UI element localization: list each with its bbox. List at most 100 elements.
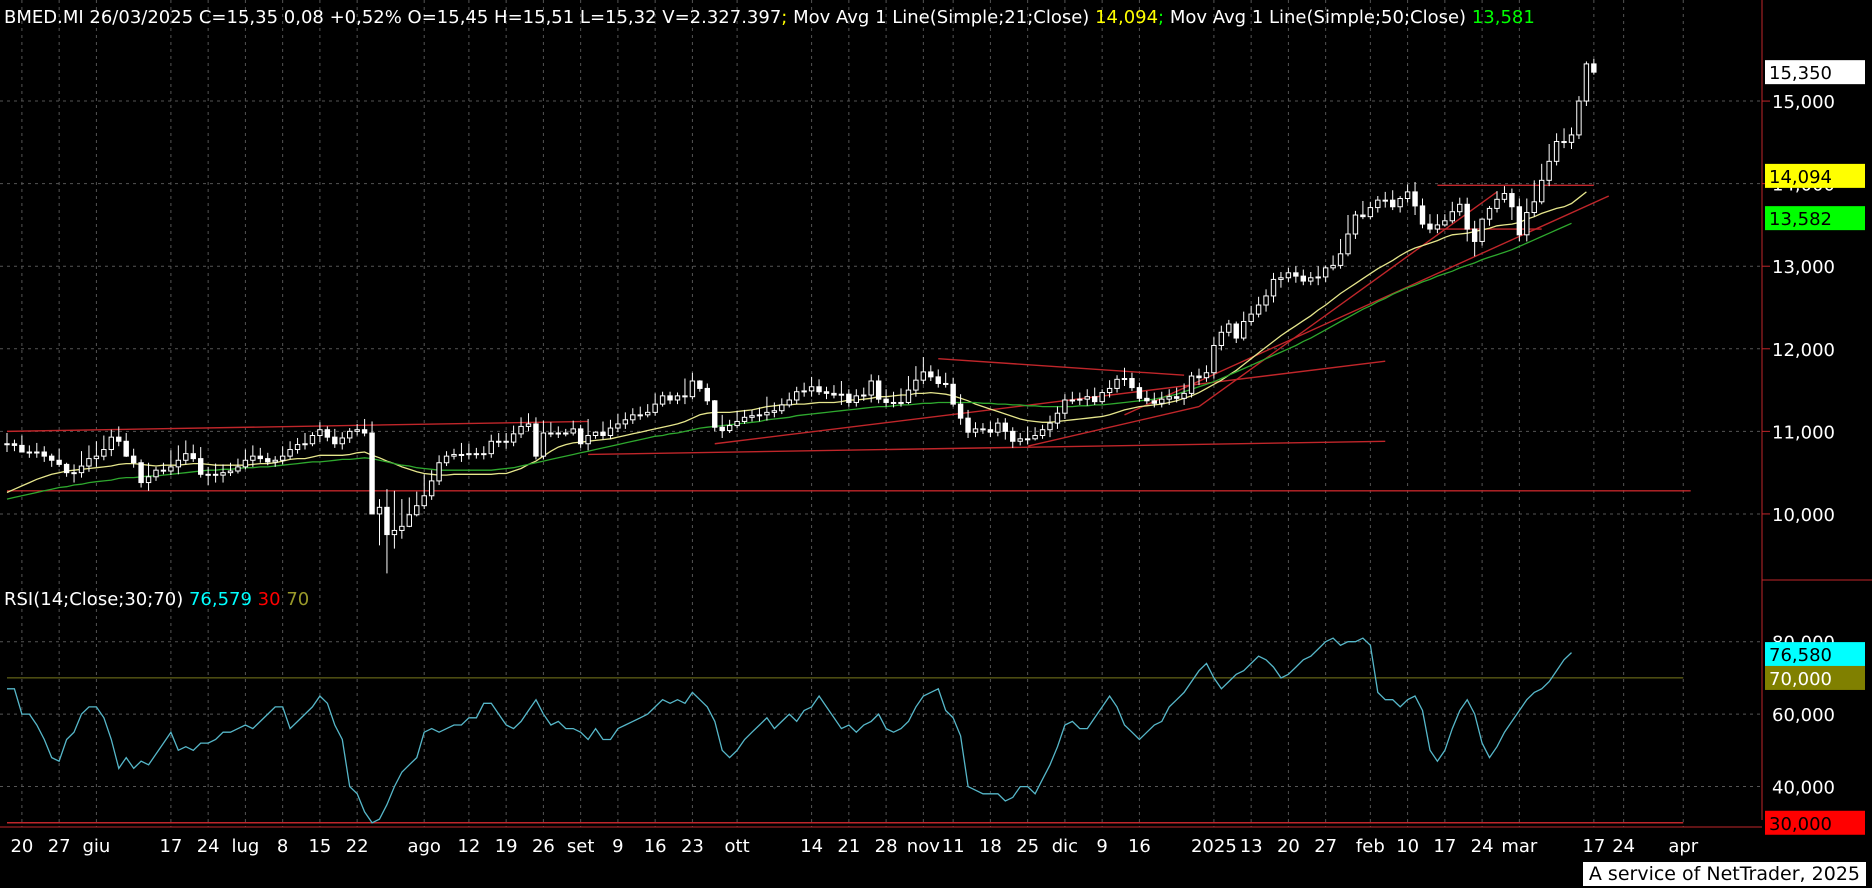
candle-body bbox=[1002, 422, 1008, 432]
candle-body bbox=[801, 390, 807, 393]
candle-body bbox=[905, 389, 912, 403]
candle-body bbox=[503, 440, 509, 443]
candle-body bbox=[1129, 378, 1135, 389]
candle-body bbox=[1419, 205, 1426, 225]
time-tick-label: 16 bbox=[1128, 836, 1151, 857]
candle-body bbox=[875, 380, 882, 400]
candle-body bbox=[935, 376, 941, 384]
candle-body bbox=[1069, 399, 1076, 402]
candle-body bbox=[436, 462, 442, 482]
candle-body bbox=[421, 495, 427, 507]
candle-body bbox=[995, 422, 1001, 433]
candle-body bbox=[786, 399, 792, 406]
candle-body bbox=[794, 391, 800, 401]
candle-body bbox=[741, 416, 748, 422]
candle-body bbox=[116, 436, 122, 442]
candle-body bbox=[1062, 399, 1068, 414]
candle-body bbox=[779, 404, 785, 412]
time-tick-label: 13 bbox=[1240, 836, 1263, 857]
candle-body bbox=[682, 395, 688, 398]
price-tick-label: 11,000 bbox=[1772, 422, 1835, 443]
candle-body bbox=[1226, 323, 1232, 333]
value-badge-ma50 bbox=[1765, 206, 1865, 231]
candle-body bbox=[1084, 396, 1090, 400]
candle-body bbox=[1457, 203, 1463, 213]
time-tick-label: 17 bbox=[1582, 836, 1605, 857]
time-tick-label: 10 bbox=[1396, 836, 1419, 857]
time-tick-label: set bbox=[567, 836, 595, 857]
candle-body bbox=[123, 440, 129, 457]
candle-body bbox=[1561, 141, 1567, 144]
candle-body bbox=[592, 431, 599, 436]
candle-body bbox=[600, 431, 606, 436]
candle-body bbox=[555, 432, 561, 435]
candle-body bbox=[317, 429, 323, 436]
candle-body bbox=[637, 414, 643, 417]
candle-body bbox=[1382, 199, 1388, 202]
candle-body bbox=[324, 429, 331, 438]
candle-body bbox=[279, 455, 286, 461]
candle-body bbox=[1099, 392, 1105, 403]
candle-body bbox=[63, 463, 70, 474]
time-tick-label: 9 bbox=[1096, 836, 1107, 857]
value-badge-label-r70: 70,000 bbox=[1769, 669, 1832, 690]
candle-body bbox=[11, 443, 18, 446]
candle-body bbox=[816, 386, 822, 393]
candle-body bbox=[1531, 201, 1537, 214]
candle-body bbox=[1263, 295, 1269, 306]
candle-body bbox=[1464, 203, 1470, 230]
candle-body bbox=[384, 506, 390, 536]
symbol-info: BMED.MI 26/03/2025 C=15,35 0,08 +0,52% O… bbox=[4, 7, 781, 28]
candle-body bbox=[1241, 321, 1247, 339]
candle-body bbox=[1553, 141, 1560, 162]
candle-body bbox=[719, 426, 725, 432]
header-separator-1: ; bbox=[781, 7, 787, 28]
time-tick-label: 19 bbox=[495, 836, 518, 857]
time-tick-label: 28 bbox=[875, 836, 898, 857]
candle-body bbox=[347, 430, 353, 439]
candle-body bbox=[473, 453, 480, 456]
candle-body bbox=[622, 419, 629, 425]
candle-body bbox=[250, 455, 256, 461]
candle-body bbox=[1524, 212, 1530, 236]
candle-body bbox=[808, 386, 815, 392]
candle-body bbox=[1434, 224, 1441, 230]
candle-body bbox=[1159, 398, 1165, 404]
candle-body bbox=[1352, 214, 1359, 235]
candle-body bbox=[1375, 199, 1381, 209]
candle-body bbox=[943, 382, 949, 385]
time-tick-label: giu bbox=[82, 836, 110, 857]
rsi-low-level: 30 bbox=[258, 589, 281, 610]
candle-body bbox=[913, 379, 919, 391]
candle-body bbox=[987, 429, 994, 433]
time-tick-label: 12 bbox=[457, 836, 480, 857]
candle-body bbox=[1390, 199, 1396, 208]
candle-body bbox=[1121, 378, 1128, 381]
candle-body bbox=[1330, 264, 1336, 269]
candle-body bbox=[570, 428, 576, 434]
ma50-label: Mov Avg 1 Line(Simple;50;Close) bbox=[1164, 7, 1472, 28]
candle-body bbox=[950, 383, 956, 405]
candle-body bbox=[1285, 272, 1292, 279]
candle-body bbox=[1583, 63, 1590, 102]
candle-body bbox=[1106, 387, 1113, 394]
candle-body bbox=[175, 459, 182, 468]
candle-body bbox=[630, 414, 636, 421]
candle-body bbox=[645, 411, 651, 416]
candle-body bbox=[1203, 372, 1210, 379]
time-tick-label: 9 bbox=[612, 836, 623, 857]
candle-body bbox=[1471, 228, 1478, 242]
time-tick-label: feb bbox=[1356, 836, 1385, 857]
candle-body bbox=[1576, 100, 1582, 136]
candle-body bbox=[1166, 396, 1172, 400]
rsi-tick-label: 40,000 bbox=[1772, 778, 1835, 799]
candle-body bbox=[1255, 304, 1262, 315]
candle-body bbox=[1397, 198, 1403, 208]
candle-body bbox=[443, 455, 450, 464]
time-tick-label: lug bbox=[231, 836, 259, 857]
candle-body bbox=[1509, 193, 1515, 208]
candle-body bbox=[1404, 191, 1411, 199]
value-badge-rsi bbox=[1765, 642, 1865, 667]
candle-body bbox=[1218, 331, 1225, 346]
rsi-label: RSI(14;Close;30;70) bbox=[4, 589, 189, 610]
